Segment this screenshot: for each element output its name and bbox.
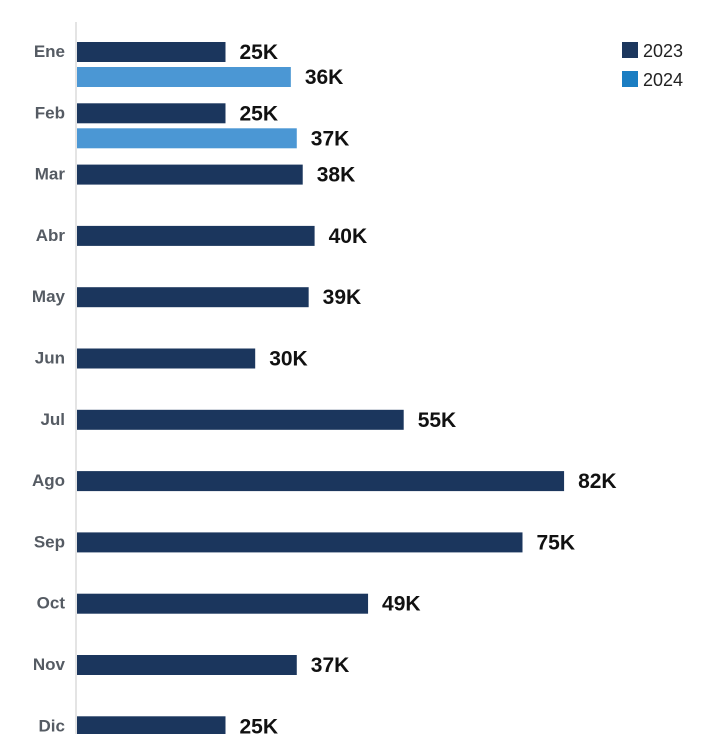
month-label-ago: Ago [32, 471, 65, 490]
month-label-oct: Oct [37, 594, 66, 613]
value-label-may-2023: 39K [323, 286, 362, 309]
legend-label-2024: 2024 [643, 70, 683, 90]
bar-nov-2023 [77, 655, 297, 675]
labels-group: Ene 25K 36K Feb 25K 37K Mar 38K Abr 40K May 39K Jun 3… [32, 41, 617, 734]
bar-mar-2023 [77, 164, 303, 185]
month-label-nov: Nov [33, 655, 66, 674]
month-label-may: May [32, 287, 66, 306]
value-label-jun-2023: 30K [269, 348, 308, 371]
value-label-dic-2023: 25K [240, 715, 279, 734]
month-label-feb: Feb [35, 103, 65, 122]
bar-may-2023 [77, 287, 309, 308]
value-label-feb-2023: 25K [240, 102, 279, 125]
month-label-mar: Mar [35, 165, 66, 184]
bar-ene-2024 [77, 67, 291, 87]
value-label-feb-2024: 37K [311, 127, 350, 150]
month-label-ene: Ene [34, 42, 65, 61]
legend-swatch-2024 [622, 71, 638, 87]
value-label-ene-2024: 36K [305, 66, 344, 89]
legend-swatch-2023 [622, 42, 638, 58]
month-label-jun: Jun [35, 349, 65, 368]
value-label-abr-2023: 40K [329, 225, 368, 248]
month-label-sep: Sep [34, 532, 65, 551]
month-label-dic: Dic [39, 716, 65, 734]
legend-label-2023: 2023 [643, 41, 683, 61]
value-label-sep-2023: 75K [537, 531, 576, 554]
bar-feb-2023 [77, 103, 226, 124]
value-label-nov-2023: 37K [311, 654, 350, 677]
month-label-jul: Jul [40, 410, 65, 429]
bar-dic-2023 [77, 716, 226, 734]
bars-group [77, 42, 565, 734]
bar-feb-2024 [77, 128, 297, 149]
value-label-mar-2023: 38K [317, 164, 356, 187]
bar-oct-2023 [77, 593, 369, 614]
month-label-abr: Abr [36, 226, 66, 245]
bar-abr-2023 [77, 225, 315, 246]
bar-jun-2023 [77, 348, 256, 369]
bar-ene-2023 [77, 42, 226, 62]
bar-ago-2023 [77, 471, 565, 492]
bar-sep-2023 [77, 532, 523, 553]
value-label-ago-2023: 82K [578, 470, 617, 493]
value-label-jul-2023: 55K [418, 409, 457, 432]
legend: 2023 2024 [622, 41, 683, 90]
value-label-oct-2023: 49K [382, 593, 421, 616]
value-label-ene-2023: 25K [240, 41, 279, 64]
bar-jul-2023 [77, 409, 404, 430]
